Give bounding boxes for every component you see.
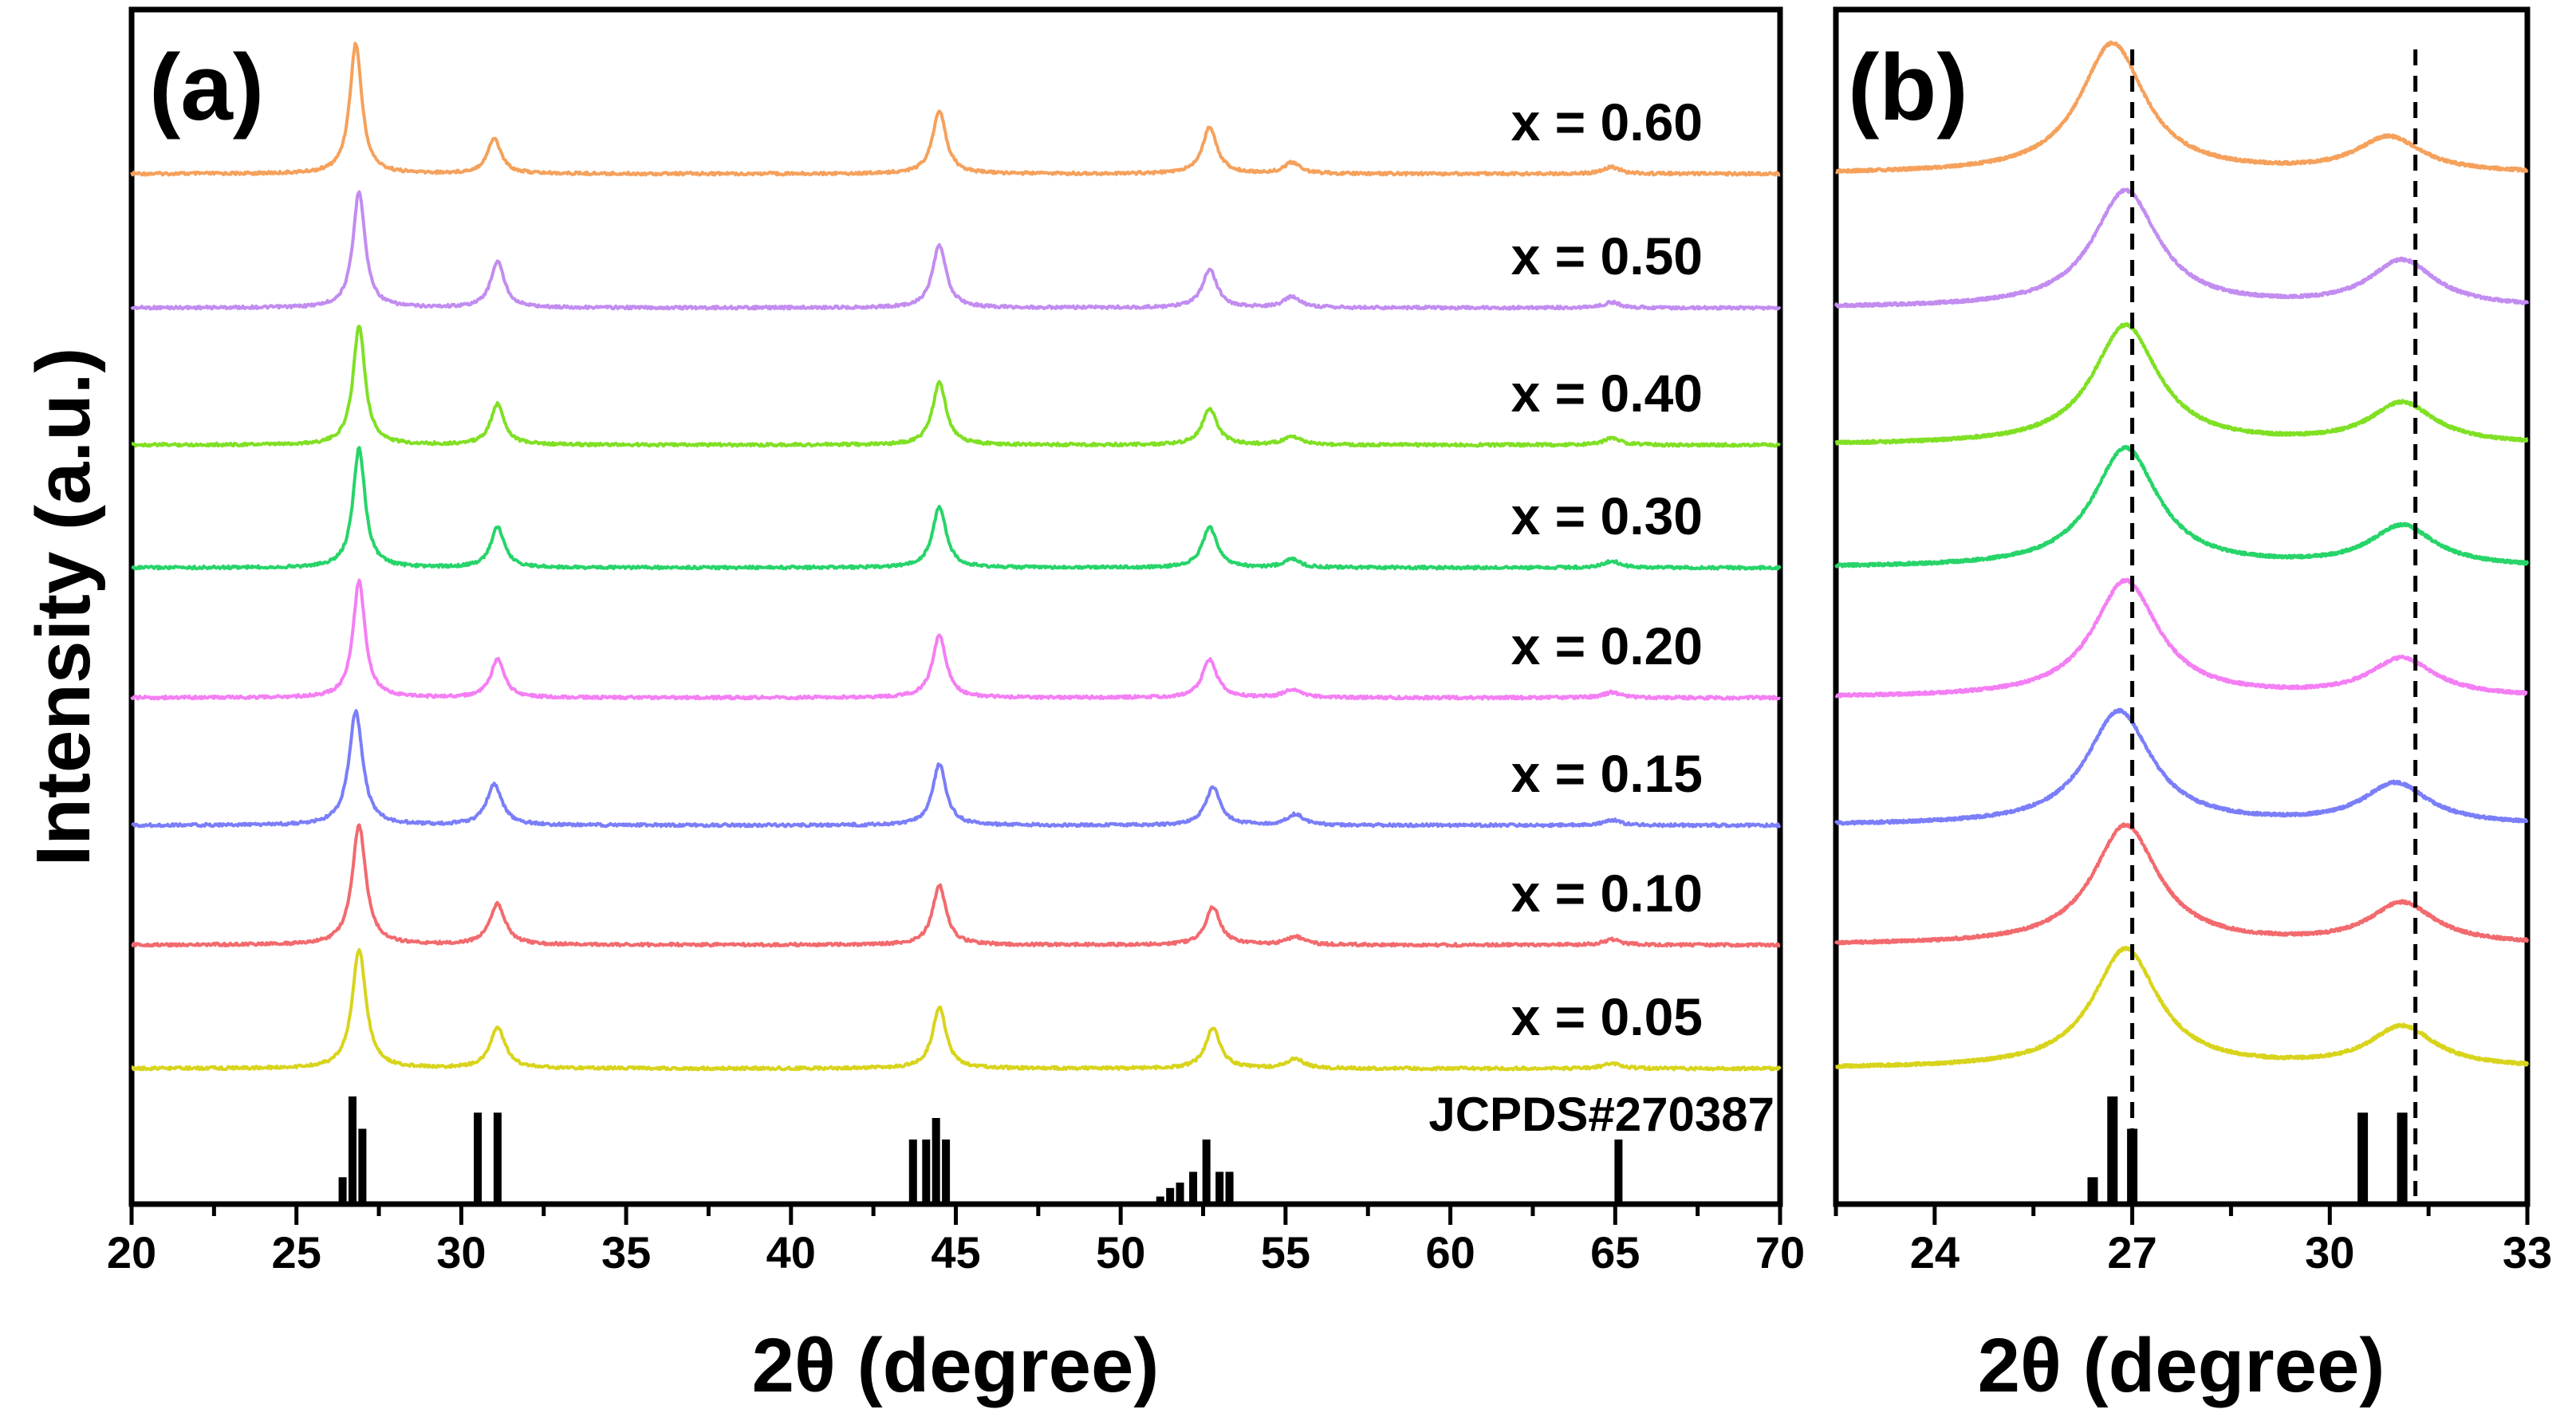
reference-stick [932, 1118, 940, 1204]
reference-stick [908, 1140, 917, 1204]
trace-060 [130, 41, 1781, 177]
panel-b-reference-sticks [2087, 1096, 2408, 1205]
series-label: x = 0.30 [1511, 486, 1703, 545]
reference-stick [2087, 1177, 2098, 1205]
reference-stick [1202, 1140, 1211, 1204]
trace-030 [131, 446, 1782, 571]
series-label: x = 0.05 [1511, 987, 1703, 1046]
trace-050 [1834, 187, 2529, 309]
reference-stick [922, 1140, 931, 1204]
panel-b: (b) 24 27 30 33 2θ (degree) [1833, 6, 2552, 1408]
trace-015 [131, 709, 1782, 829]
trace-005 [1834, 945, 2529, 1069]
reference-stick [2397, 1112, 2408, 1205]
trace-020 [1834, 577, 2529, 699]
x-tick-label: 25 [272, 1227, 321, 1277]
x-tick-label: 30 [2305, 1227, 2354, 1277]
trace-010 [1834, 822, 2529, 946]
series-label: x = 0.20 [1511, 616, 1703, 675]
reference-stick [338, 1177, 347, 1205]
series-label: x = 0.50 [1511, 226, 1703, 285]
series-label: x = 0.15 [1511, 744, 1703, 803]
reference-stick [358, 1128, 367, 1204]
panel-b-dashed-guides [2130, 49, 2418, 1196]
reference-stick [1215, 1171, 1224, 1204]
trace-005 [131, 948, 1782, 1072]
panel-b-frame [1833, 6, 2531, 1207]
x-tick-label: 35 [601, 1227, 651, 1277]
panel-a: (a) x = 0.60x = 0.50x = 0.40x = 0.30x = … [21, 6, 1805, 1408]
x-tick-label: 45 [931, 1227, 980, 1277]
reference-stick [1176, 1183, 1184, 1204]
reference-stick [349, 1096, 356, 1204]
panel-a-x-axis: 20 25 30 35 40 45 50 55 60 65 70 [107, 1204, 1805, 1277]
trace-050 [130, 190, 1782, 311]
x-tick-label: 50 [1096, 1227, 1145, 1277]
x-tick-label: 30 [436, 1227, 486, 1277]
trace-030 [1834, 444, 2529, 569]
panel-b-traces [1834, 40, 2529, 1069]
trace-020 [130, 578, 1781, 701]
reference-stick [1614, 1140, 1623, 1204]
reference-stick [1189, 1171, 1198, 1204]
x-tick-label: 24 [1910, 1227, 1960, 1277]
panel-a-x-axis-title: 2θ (degree) [752, 1323, 1160, 1408]
reference-stick [1225, 1171, 1234, 1204]
series-label: x = 0.40 [1511, 364, 1703, 423]
y-axis-title: Intensity (a.u.) [21, 348, 106, 867]
x-tick-label: 60 [1425, 1227, 1475, 1277]
x-tick-label: 55 [1261, 1227, 1310, 1277]
trace-060 [1834, 40, 2529, 175]
panel-b-label: (b) [1848, 35, 1968, 140]
reference-stick [493, 1112, 502, 1205]
trace-040 [131, 325, 1781, 448]
reference-stick [474, 1112, 483, 1205]
panel-b-x-axis-title: 2θ (degree) [1978, 1323, 2385, 1408]
panel-a-traces [130, 41, 1782, 1072]
panel-a-reference-sticks [338, 1096, 1623, 1205]
reference-stick [1166, 1187, 1175, 1205]
x-tick-label: 20 [107, 1227, 156, 1277]
trace-040 [1834, 322, 2529, 446]
series-label: x = 0.10 [1511, 864, 1703, 923]
reference-stick [942, 1140, 951, 1204]
x-tick-label: 27 [2107, 1227, 2157, 1277]
trace-015 [1834, 707, 2529, 826]
panel-b-x-axis: 24 27 30 33 [1834, 1204, 2552, 1277]
trace-010 [131, 823, 1781, 948]
x-tick-label: 65 [1590, 1227, 1640, 1277]
x-tick-label: 70 [1755, 1227, 1805, 1277]
reference-stick [2107, 1096, 2118, 1204]
reference-label: JCPDS#270387 [1428, 1088, 1774, 1141]
x-tick-label: 40 [766, 1227, 816, 1277]
series-label: x = 0.60 [1511, 93, 1703, 152]
panel-a-series-labels: x = 0.60 x = 0.50 x = 0.40 x = 0.30 x = 0.20… [1511, 93, 1703, 1046]
reference-stick [1156, 1196, 1164, 1204]
panel-a-label: (a) [149, 35, 264, 140]
reference-stick [2357, 1112, 2369, 1205]
x-tick-label: 33 [2503, 1227, 2552, 1277]
